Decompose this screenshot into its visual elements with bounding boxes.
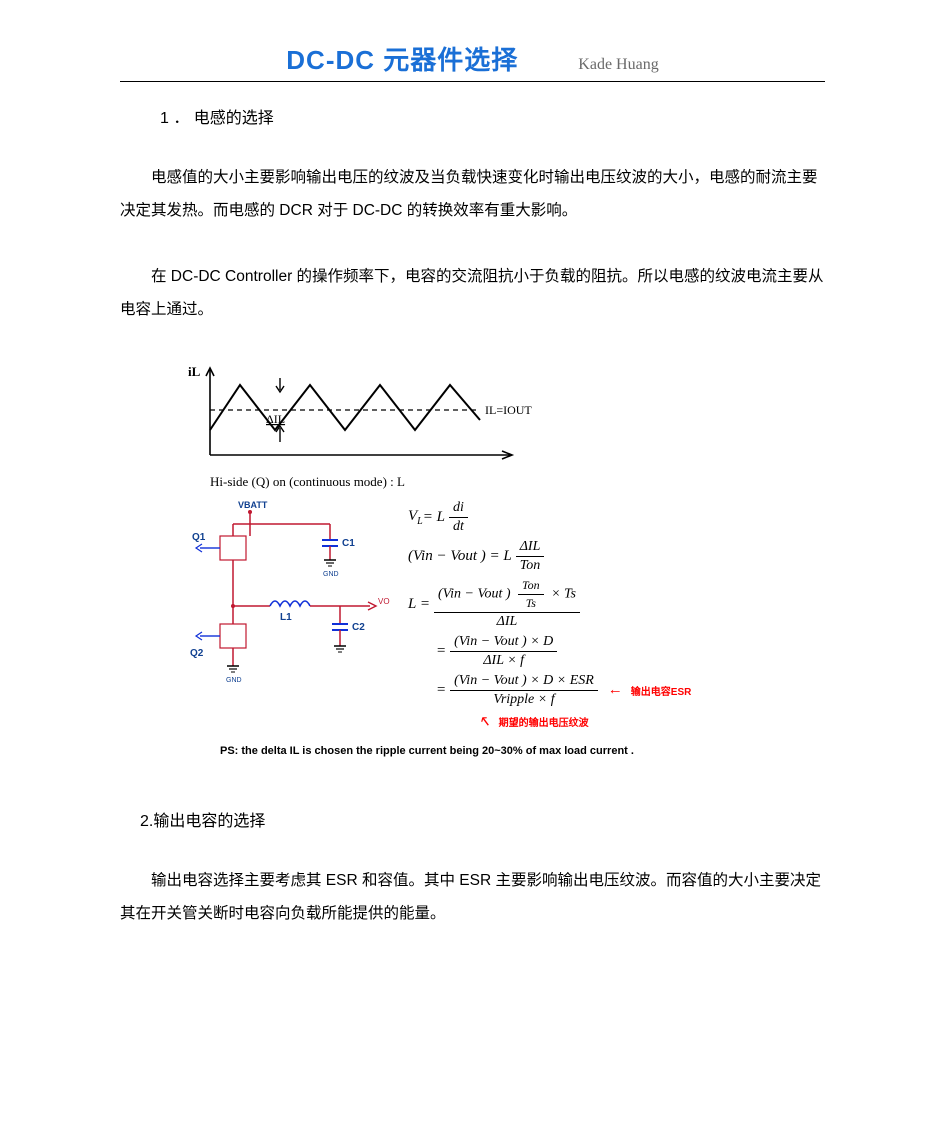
eq3-fraction: (Vin − Vout ) Ton Ts × Ts ΔIL (434, 578, 580, 630)
section-1-paragraph-2: 在 DC-DC Controller 的操作频率下，电容的交流阻抗小于负载的阻抗… (120, 261, 825, 326)
equation-5: = (Vin − Vout ) × D × ESR Vripple × f ← … (436, 673, 691, 708)
section-2-paragraph-1: 输出电容选择主要考虑其 ESR 和容值。其中 ESR 主要影响输出电压纹波。而容… (120, 865, 825, 930)
page-title: DC-DC 元器件选择 (286, 40, 518, 77)
annotation-ripple: 期望的输出电压纹波 (499, 714, 589, 729)
section-1-heading: 1 ． 电感的选择 (160, 104, 825, 128)
label-l1: L1 (280, 612, 292, 623)
waveform-delta-label: ΔIL (266, 412, 285, 426)
label-gnd-c1: GND (323, 571, 339, 578)
equations-column: VL = L di dt (Vin − Vout ) = L ΔIL Ton (408, 496, 691, 735)
annotation-ripple-row: ↖ 期望的输出电压纹波 (478, 712, 691, 731)
equation-1: VL = L di dt (408, 500, 691, 535)
eq5-lead: = (436, 682, 446, 699)
eq2-fraction: ΔIL Ton (516, 539, 545, 574)
buck-circuit-schematic: VBATT Q1 C1 (180, 496, 390, 696)
eq1-eq: = L (423, 509, 445, 526)
label-c2: C2 (352, 622, 365, 633)
section-1-paragraph-1: 电感值的大小主要影响输出电压的纹波及当负载快速变化时输出电压纹波的大小，电感的耐… (120, 162, 825, 227)
waveform-caption: Hi-side (Q) on (continuous mode) : L (210, 474, 825, 490)
eq2-lhs: (Vin − Vout ) = L (408, 548, 512, 565)
inductor-current-waveform: iL IL=IOUT ΔIL (180, 360, 540, 470)
eq5-fraction: (Vin − Vout ) × D × ESR Vripple × f (450, 673, 598, 708)
label-vbatt: VBATT (238, 500, 268, 510)
eq1-fraction: di dt (449, 500, 468, 535)
label-gnd-q2: GND (226, 677, 242, 684)
equation-4: = (Vin − Vout ) × D ΔIL × f (436, 634, 691, 669)
label-c1: C1 (342, 538, 355, 549)
ps-note: PS: the delta IL is chosen the ripple cu… (220, 745, 825, 757)
eq1-lhs: VL (408, 508, 423, 527)
header-rule (120, 81, 825, 82)
eq4-fraction: (Vin − Vout ) × D ΔIL × f (450, 634, 557, 669)
document-page: DC-DC 元器件选择 Kade Huang 1 ． 电感的选择 电感值的大小主… (0, 0, 945, 1024)
equation-3: L = (Vin − Vout ) Ton Ts × Ts ΔIL (408, 578, 691, 630)
circuit-and-equations-row: VBATT Q1 C1 (180, 496, 825, 735)
waveform-y-label: iL (188, 364, 201, 379)
figure-block: iL IL=IOUT ΔIL Hi-side (Q) on (continuou… (180, 360, 825, 757)
label-vo: VO (378, 597, 390, 606)
waveform-dash-label: IL=IOUT (485, 403, 532, 417)
label-q1: Q1 (192, 532, 206, 543)
equation-2: (Vin − Vout ) = L ΔIL Ton (408, 539, 691, 574)
section-2-heading: 2.输出电容的选择 (140, 807, 825, 831)
eq4-lead: = (436, 643, 446, 660)
label-q2: Q2 (190, 648, 204, 659)
annotation-esr: 输出电容ESR (631, 683, 692, 698)
eq3-lhs: L = (408, 596, 430, 613)
header-row: DC-DC 元器件选择 Kade Huang (120, 40, 825, 77)
author-name: Kade Huang (578, 56, 658, 74)
